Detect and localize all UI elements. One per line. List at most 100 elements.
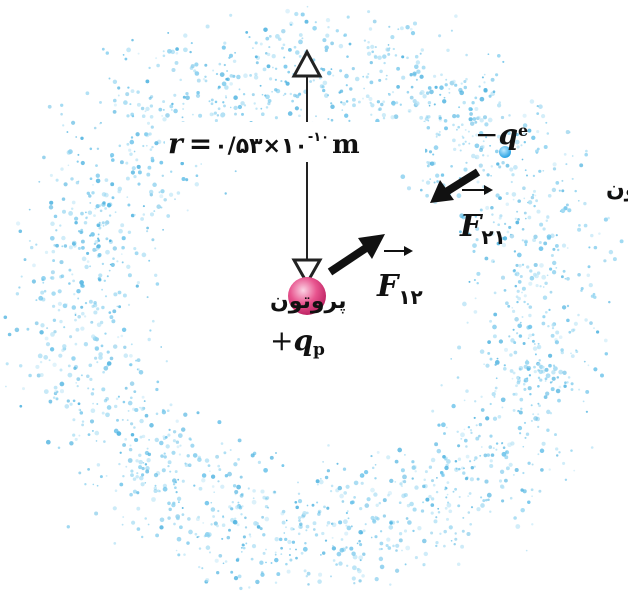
cloud-dot [106,361,112,366]
cloud-dot [274,67,278,71]
cloud-dot [494,386,498,390]
cloud-dot [85,211,87,214]
cloud-dot [439,85,444,90]
cloud-dot [274,537,279,542]
cloud-dot [117,189,122,194]
cloud-dot [544,377,548,381]
cloud-dot [284,537,288,542]
cloud-dot [509,496,513,500]
cloud-dot [179,78,182,82]
cloud-dot [503,135,506,137]
cloud-dot [131,38,134,42]
cloud-dot [549,412,553,415]
cloud-dot [126,47,131,53]
cloud-dot [151,497,156,502]
cloud-dot [149,104,154,108]
cloud-dot [171,502,176,508]
cloud-dot [68,268,72,272]
cloud-dot [90,232,95,237]
cloud-dot [553,366,558,371]
force-arrowhead-12 [358,234,385,259]
cloud-dot [242,546,246,550]
cloud-dot [305,524,310,529]
cloud-dot [573,469,576,472]
cloud-dot [496,53,501,58]
cloud-dot [295,556,298,560]
cloud-dot [229,106,232,109]
cloud-dot [495,193,500,198]
cloud-dot [508,335,511,338]
cloud-dot [306,571,311,576]
cloud-dot [587,265,591,269]
cloud-dot [146,296,149,299]
cloud-dot [294,64,297,67]
cloud-dot [117,94,120,97]
cloud-dot [163,452,166,455]
cloud-dot [554,433,557,437]
cloud-dot [247,487,250,490]
cloud-dot [533,234,538,239]
cloud-dot [443,432,446,435]
cloud-dot [360,474,363,477]
cloud-dot [161,468,166,473]
cloud-dot [99,320,104,325]
cloud-dot [503,364,506,367]
cloud-dot [213,111,217,115]
cloud-dot [551,326,555,330]
cloud-dot [93,301,97,305]
cloud-dot [193,69,197,73]
cloud-dot [97,233,100,236]
cloud-dot [327,94,329,96]
cloud-dot [306,5,309,8]
cloud-dot [363,87,365,90]
cloud-dot [554,338,558,342]
cloud-dot [173,522,176,526]
cloud-dot [392,544,395,548]
cloud-dot [20,275,23,278]
cloud-dot [336,462,339,465]
cloud-dot [60,167,64,171]
cloud-dot [517,280,522,284]
cloud-dot [344,113,349,118]
cloud-dot [318,479,324,485]
cloud-dot [476,271,481,276]
cloud-dot [390,35,395,40]
cloud-dot [473,465,476,468]
cloud-dot [43,355,49,360]
cloud-dot [71,305,77,310]
cloud-dot [135,284,139,288]
cloud-dot [530,488,534,492]
cloud-dot [117,335,120,339]
cloud-dot [105,397,109,401]
cloud-dot [523,211,527,215]
cloud-dot [312,528,316,531]
cloud-dot [412,507,417,512]
cloud-dot [491,391,496,397]
cloud-dot [468,142,471,145]
cloud-dot [316,483,319,486]
cloud-dot [473,310,478,314]
cloud-dot [440,471,443,474]
cloud-dot [140,482,145,487]
cloud-dot [118,144,122,148]
cloud-dot [68,211,73,216]
cloud-dot [382,514,387,518]
cloud-dot [372,518,376,523]
cloud-dot [210,474,216,479]
cloud-dot [127,86,130,89]
cloud-dot [174,470,178,474]
cloud-dot [537,369,540,372]
cloud-dot [346,15,350,19]
cloud-dot [348,42,352,46]
cloud-dot [164,435,168,439]
cloud-dot [217,420,222,425]
cloud-dot [339,493,344,499]
cloud-dot [267,99,272,103]
cloud-dot [75,382,78,384]
cloud-dot [610,193,613,196]
cloud-dot [119,160,124,165]
cloud-dot [139,418,144,424]
cloud-dot [466,321,469,324]
cloud-dot [78,471,82,475]
cloud-dot [488,445,493,449]
